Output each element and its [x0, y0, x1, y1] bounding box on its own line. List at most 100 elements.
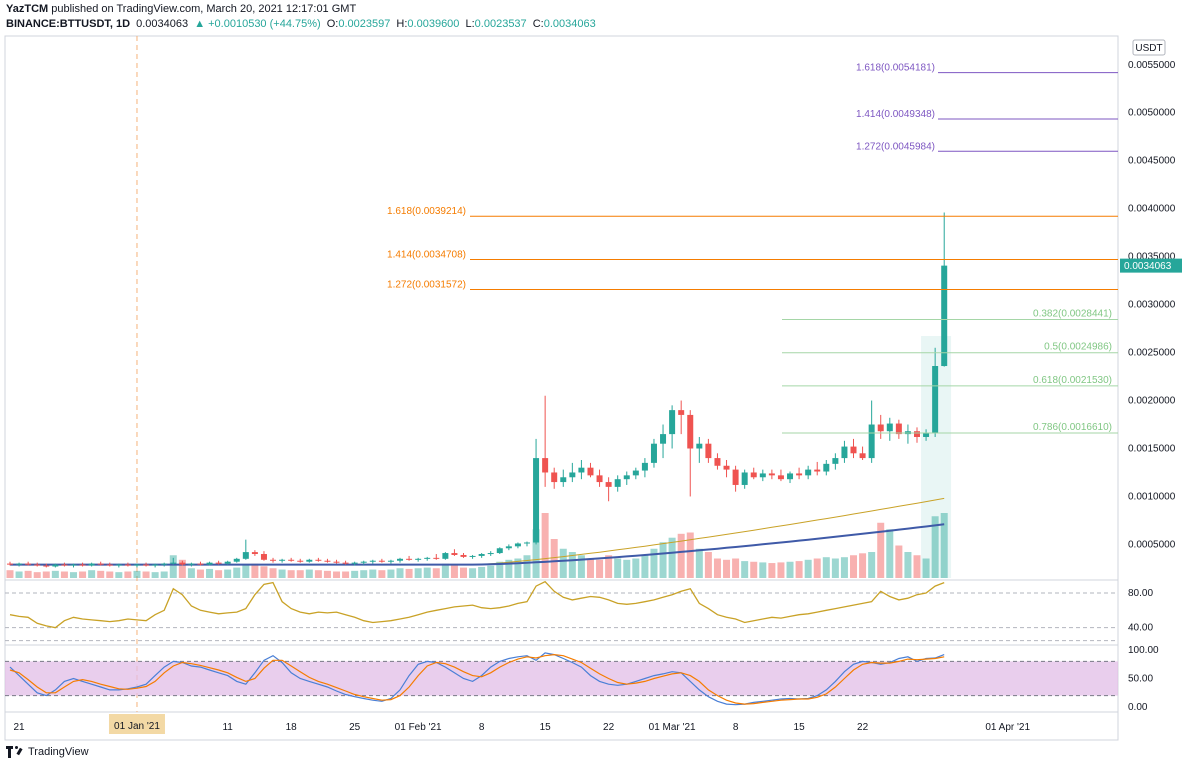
author-name[interactable]: YazTCM [6, 3, 49, 15]
volume-bar [713, 558, 721, 578]
candle-body [279, 559, 286, 561]
volume-bar [305, 569, 313, 578]
low-value: 0.0023537 [474, 18, 527, 30]
candle-body [614, 479, 621, 487]
volume-bar [423, 567, 431, 578]
symbol-label[interactable]: BINANCE:BTTUSDT, 1D [6, 18, 131, 30]
volume-bar [768, 563, 776, 578]
candle-body [106, 564, 113, 566]
fib-retracement-label: 0.618(0.0021530) [1033, 375, 1112, 386]
candle-body [297, 560, 304, 562]
volume-bar [42, 571, 50, 578]
candle-body [124, 564, 131, 566]
candle-body [288, 559, 295, 561]
candle-body [242, 552, 249, 559]
candle-body [941, 265, 948, 367]
volume-bar [886, 529, 894, 578]
candle-body [705, 443, 712, 459]
fib-extension-label: 1.272(0.0045984) [856, 141, 935, 152]
candle-body [841, 446, 848, 459]
volume-bar [269, 568, 277, 578]
volume-bar [133, 570, 141, 578]
volume-bar [69, 572, 77, 578]
volume-bar [568, 552, 576, 578]
price-axis-tick: 0.0015000 [1128, 443, 1176, 454]
candle-body [533, 458, 540, 543]
time-axis-tick: 11 [222, 722, 233, 733]
publish-line: YazTCM published on TradingView.com, Mar… [6, 2, 596, 17]
candle-body [487, 553, 494, 555]
candle-body [932, 365, 939, 434]
candle-body [451, 553, 458, 555]
volume-bar [360, 570, 368, 578]
volume-bar [804, 559, 812, 578]
candle-body [478, 554, 485, 556]
volume-bar [142, 571, 150, 578]
tradingview-brand[interactable]: TradingView [28, 746, 89, 758]
volume-bar [296, 570, 304, 578]
price-axis-tick: 0.0045000 [1128, 156, 1176, 167]
volume-bar [605, 555, 613, 578]
volume-bar [877, 522, 885, 578]
volume-bar [759, 562, 767, 578]
volume-bar [196, 569, 204, 578]
volume-bar [60, 571, 68, 578]
candle-body [623, 475, 630, 480]
candle-body [805, 469, 812, 476]
stoch-band [5, 661, 1118, 696]
time-axis-tick: 18 [286, 722, 298, 733]
candle-body [215, 562, 222, 564]
time-axis-tick: 01 Apr '21 [985, 722, 1030, 733]
moving-average-fast [10, 497, 945, 566]
price-axis-tick: 0.0005000 [1128, 539, 1176, 550]
candle-body [551, 472, 558, 483]
chart-header: YazTCM published on TradingView.com, Mar… [6, 2, 596, 32]
candle-body [161, 563, 168, 565]
volume-bar [723, 559, 731, 578]
volume-bar [931, 516, 939, 578]
candle-body [97, 563, 104, 565]
high-value: 0.0039600 [407, 18, 460, 30]
candle-body [578, 467, 585, 473]
volume-bar [523, 555, 531, 578]
tradingview-logo-icon[interactable] [6, 746, 24, 758]
volume-bar [940, 513, 948, 578]
volume-bar [632, 558, 640, 578]
candle-body [886, 423, 893, 432]
candle-body [560, 477, 567, 483]
candle-body [152, 564, 159, 566]
candle-body [233, 558, 240, 562]
volume-bar [859, 553, 867, 578]
candle-body [270, 559, 277, 561]
candle-body [496, 548, 503, 554]
volume-bar [178, 559, 186, 578]
candle-body [333, 561, 340, 563]
volume-bar [786, 561, 794, 578]
candle-body [832, 458, 839, 464]
volume-bar [559, 548, 567, 578]
volume-bar [224, 569, 232, 578]
candle-body [397, 558, 404, 561]
volume-bar [478, 566, 486, 578]
candle-body [750, 472, 757, 478]
volume-bar [487, 565, 495, 578]
time-axis-tick: 15 [540, 722, 552, 733]
candle-body [143, 564, 150, 566]
candle-body [732, 469, 739, 485]
volume-bar [15, 571, 23, 578]
price-axis-tick: 0.0020000 [1128, 396, 1176, 407]
volume-bar [369, 569, 377, 578]
time-axis-tick: 01 Mar '21 [649, 722, 696, 733]
candle-body [70, 564, 77, 566]
volume-bar [432, 568, 440, 578]
candle-body [596, 475, 603, 483]
fib-extension-label: 1.414(0.0034708) [387, 249, 466, 260]
volume-bar [913, 555, 921, 578]
volume-bar [623, 559, 631, 578]
volume-bar [88, 570, 96, 578]
volume-bar [251, 563, 259, 578]
stoch-k-line [9, 652, 945, 706]
candle-body [923, 433, 930, 437]
currency-label: USDT [1135, 43, 1162, 54]
